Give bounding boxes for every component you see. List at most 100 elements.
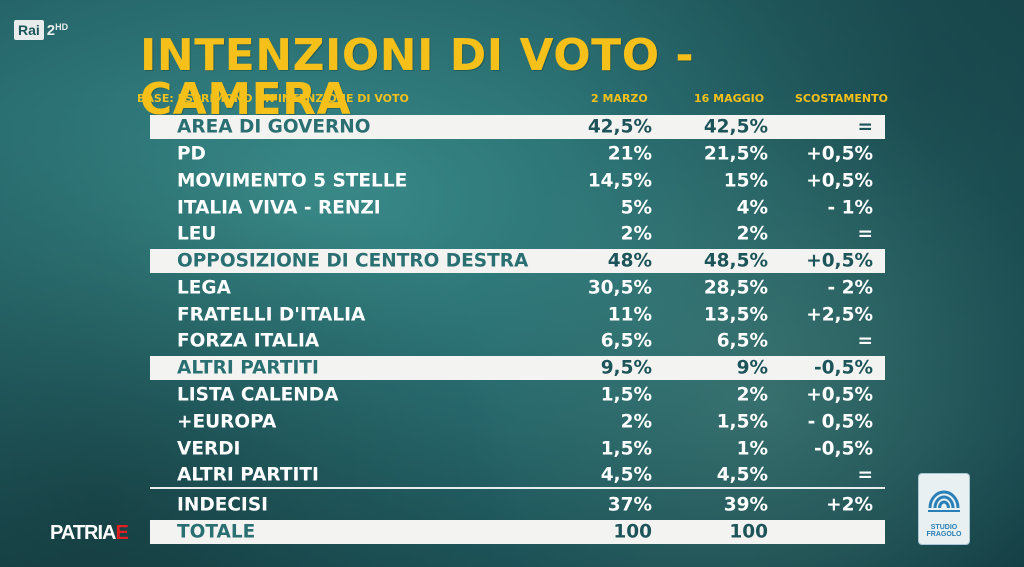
base-note: BASE: ESPRIMONO UN'INTENZIONE DI VOTO — [137, 92, 409, 105]
row-value-scostamento: +2% — [826, 494, 873, 516]
table-row: FRATELLI D'ITALIA 11% 13,5% +2,5% — [150, 301, 885, 328]
channel-hd: HD — [55, 21, 69, 32]
table-row: FORZA ITALIA 6,5% 6,5% = — [150, 328, 885, 355]
row-label: PD — [177, 143, 206, 165]
row-value-scostamento: +0,5% — [806, 250, 873, 272]
row-value-scostamento: = — [857, 223, 873, 245]
row-label: TOTALE — [177, 521, 256, 543]
row-value-scostamento: +0,5% — [806, 143, 873, 165]
row-value-16-maggio: 42,5% — [703, 116, 768, 138]
table-row: VERDI 1,5% 1% -0,5% — [150, 435, 885, 462]
row-value-2-marzo: 9,5% — [600, 357, 652, 379]
row-value-16-maggio: 1,5% — [716, 411, 768, 433]
row-value-2-marzo: 2% — [620, 223, 652, 245]
row-value-16-maggio: 9% — [736, 357, 768, 379]
row-value-2-marzo: 30,5% — [587, 277, 652, 299]
row-value-scostamento: = — [857, 330, 873, 352]
pollster-name-line2: FRAGOLO — [926, 531, 962, 539]
column-header-16-maggio: 16 MAGGIO — [694, 92, 765, 105]
row-value-2-marzo: 42,5% — [587, 116, 652, 138]
row-value-scostamento: -0,5% — [814, 357, 873, 379]
column-header-2-marzo: 2 MARZO — [591, 92, 648, 105]
row-value-scostamento: = — [857, 116, 873, 138]
table-row: PD 21% 21,5% +0,5% — [150, 141, 885, 168]
results-table: AREA DI GOVERNO 42,5% 42,5% = PD 21% 21,… — [150, 114, 885, 489]
row-label: LEGA — [177, 277, 231, 299]
table-row: LISTA CALENDA 1,5% 2% +0,5% — [150, 382, 885, 409]
totale-row: TOTALE 100 100 — [150, 519, 885, 544]
row-value-16-maggio: 6,5% — [716, 330, 768, 352]
row-value-16-maggio: 13,5% — [703, 304, 768, 326]
row-label: MOVIMENTO 5 STELLE — [177, 170, 408, 192]
row-label: LEU — [177, 223, 217, 245]
row-value-2-marzo: 48% — [607, 250, 652, 272]
row-value-2-marzo: 11% — [607, 304, 652, 326]
row-value-2-marzo: 6,5% — [600, 330, 652, 352]
row-label: FORZA ITALIA — [177, 330, 320, 352]
row-value-16-maggio: 1% — [736, 438, 768, 460]
rai-logo-box: Rai — [14, 20, 44, 40]
row-value-2-marzo: 1,5% — [600, 438, 652, 460]
table-row: LEU 2% 2% = — [150, 221, 885, 248]
program-logo: PATRIAE — [50, 522, 129, 545]
table-row: ALTRI PARTITI 4,5% 4,5% = — [150, 462, 885, 489]
row-value-16-maggio: 4,5% — [716, 464, 768, 486]
row-value-scostamento: - 0,5% — [807, 411, 873, 433]
row-value-2-marzo: 5% — [620, 197, 652, 219]
row-label: AREA DI GOVERNO — [177, 116, 371, 138]
channel-number-text: 2 — [46, 21, 56, 39]
table-row-group: AREA DI GOVERNO 42,5% 42,5% = — [150, 115, 885, 139]
row-value-16-maggio: 21,5% — [703, 143, 768, 165]
table-row-group: ALTRI PARTITI 9,5% 9% -0,5% — [150, 355, 885, 380]
pollster-logo: STUDIO FRAGOLO — [919, 474, 969, 544]
row-value-2-marzo: 21% — [607, 143, 652, 165]
row-value-2-marzo: 100 — [613, 521, 652, 543]
indecisi-row: INDECISI 37% 39% +2% — [150, 492, 885, 519]
table-row: LEGA 30,5% 28,5% - 2% — [150, 275, 885, 302]
row-value-2-marzo: 2% — [620, 411, 652, 433]
program-logo-main: PATRIA — [50, 522, 116, 544]
row-label: ALTRI PARTITI — [177, 464, 319, 486]
row-value-16-maggio: 2% — [736, 384, 768, 406]
row-value-16-maggio: 48,5% — [703, 250, 768, 272]
row-value-scostamento: +0,5% — [806, 384, 873, 406]
pollster-name: STUDIO FRAGOLO — [927, 524, 962, 539]
table-row: MOVIMENTO 5 STELLE 14,5% 15% +0,5% — [150, 168, 885, 195]
table-row: ITALIA VIVA - RENZI 5% 4% - 1% — [150, 194, 885, 221]
table-row-group: OPPOSIZIONE DI CENTRO DESTRA 48% 48,5% +… — [150, 248, 885, 273]
row-value-16-maggio: 2% — [736, 223, 768, 245]
table-divider — [150, 487, 885, 489]
row-value-scostamento: - 1% — [827, 197, 873, 219]
row-label: VERDI — [177, 438, 241, 460]
row-value-16-maggio: 39% — [723, 494, 768, 516]
row-value-scostamento: -0,5% — [814, 438, 873, 460]
row-label: LISTA CALENDA — [177, 384, 339, 406]
row-label: ITALIA VIVA - RENZI — [177, 197, 381, 219]
row-value-scostamento: - 2% — [827, 277, 873, 299]
row-value-16-maggio: 28,5% — [703, 277, 768, 299]
row-label: INDECISI — [177, 494, 269, 516]
row-value-2-marzo: 14,5% — [587, 170, 652, 192]
row-value-16-maggio: 4% — [736, 197, 768, 219]
row-value-scostamento: +2,5% — [806, 304, 873, 326]
pollster-arch-icon — [928, 490, 960, 512]
page-title: INTENZIONI DI VOTO - CAMERA — [140, 30, 695, 125]
row-value-16-maggio: 100 — [729, 521, 768, 543]
summary-table: INDECISI 37% 39% +2% TOTALE 100 100 — [150, 492, 885, 546]
row-label: FRATELLI D'ITALIA — [177, 304, 366, 326]
row-label: OPPOSIZIONE DI CENTRO DESTRA — [177, 250, 529, 272]
row-value-2-marzo: 4,5% — [600, 464, 652, 486]
table-row: +EUROPA 2% 1,5% - 0,5% — [150, 409, 885, 436]
channel-logo: Rai 2HD — [14, 20, 68, 40]
row-value-scostamento: = — [857, 464, 873, 486]
row-label: ALTRI PARTITI — [177, 357, 319, 379]
row-value-2-marzo: 37% — [607, 494, 652, 516]
channel-number: 2HD — [47, 22, 68, 39]
row-label: +EUROPA — [177, 411, 277, 433]
column-header-scostamento: SCOSTAMENTO — [795, 92, 888, 105]
row-value-2-marzo: 1,5% — [600, 384, 652, 406]
row-value-scostamento: +0,5% — [806, 170, 873, 192]
program-logo-accent: E — [115, 522, 128, 544]
row-value-16-maggio: 15% — [723, 170, 768, 192]
